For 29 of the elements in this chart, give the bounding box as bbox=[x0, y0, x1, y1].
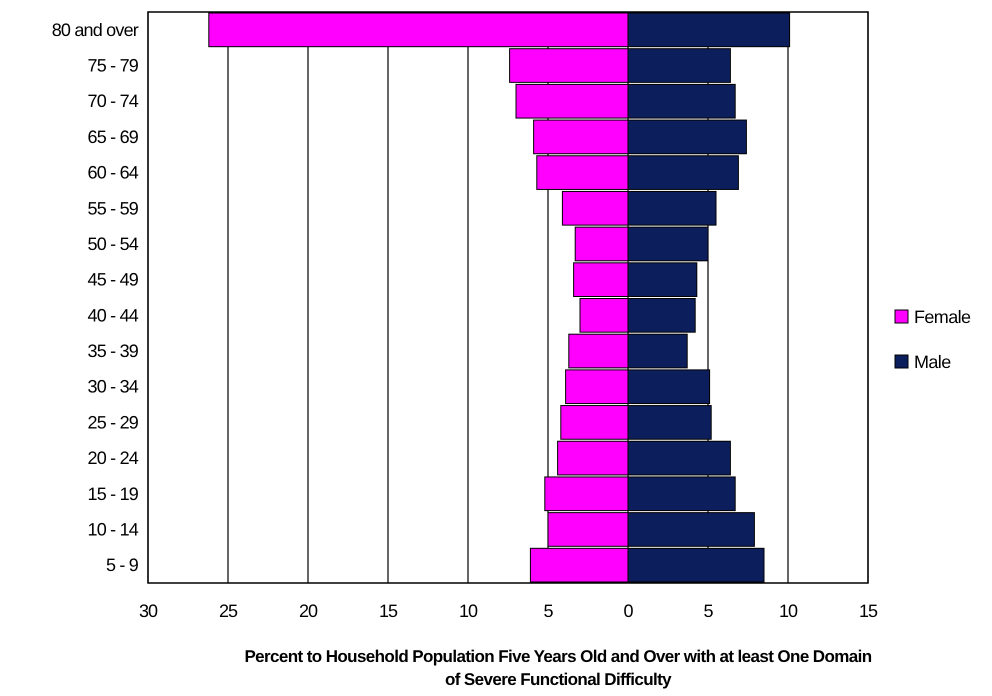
y-tick-label: 25 - 29 bbox=[88, 412, 139, 432]
x-tick-label: 25 bbox=[218, 601, 238, 621]
legend-label: Male bbox=[914, 352, 952, 372]
y-tick-label: 10 - 14 bbox=[88, 519, 139, 540]
y-tick-label: 80 and over bbox=[52, 20, 139, 40]
x-tick-label: 0 bbox=[623, 601, 634, 621]
x-tick-label: 5 bbox=[543, 601, 554, 621]
y-tick-label: 75 - 79 bbox=[88, 56, 139, 76]
x-tick-label: 10 bbox=[778, 601, 798, 621]
x-tick-label: 10 bbox=[458, 601, 478, 621]
x-tick-label: 15 bbox=[378, 601, 398, 621]
y-tick-label: 40 - 44 bbox=[88, 305, 139, 326]
y-tick-label: 35 - 39 bbox=[88, 341, 139, 362]
y-tick-label: 5 - 9 bbox=[106, 555, 139, 576]
y-tick-label: 45 - 49 bbox=[88, 270, 139, 290]
x-tick-label: 5 bbox=[703, 601, 714, 621]
y-tick-label: 50 - 54 bbox=[88, 234, 139, 254]
y-tick-label: 60 - 64 bbox=[88, 162, 139, 183]
x-tick-label: 15 bbox=[858, 601, 878, 621]
y-tick-label: 70 - 74 bbox=[88, 91, 139, 112]
x-tick-label: 20 bbox=[298, 601, 318, 621]
y-tick-label: 65 - 69 bbox=[88, 126, 139, 147]
y-tick-label: 20 - 24 bbox=[88, 448, 139, 468]
y-tick-label: 30 - 34 bbox=[88, 376, 139, 397]
y-tick-label: 55 - 59 bbox=[88, 198, 139, 218]
x-axis-title: Percent to Household Population Five Years Old and Over with at least One Domain of Severe Functional Difficulty bbox=[244, 647, 872, 689]
legend-label: Female bbox=[914, 307, 972, 327]
y-tick-label: 15 - 19 bbox=[88, 484, 139, 504]
x-tick-label: 30 bbox=[138, 601, 158, 621]
